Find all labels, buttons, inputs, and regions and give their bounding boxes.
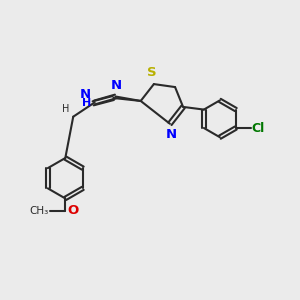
Text: CH₃: CH₃ — [29, 206, 49, 216]
Text: Cl: Cl — [252, 122, 265, 134]
Text: O: O — [67, 204, 78, 218]
Text: H: H — [82, 98, 91, 108]
Text: N: N — [166, 128, 177, 141]
Text: H: H — [62, 104, 70, 114]
Text: N: N — [110, 79, 122, 92]
Text: N: N — [80, 88, 91, 101]
Text: S: S — [147, 66, 156, 79]
